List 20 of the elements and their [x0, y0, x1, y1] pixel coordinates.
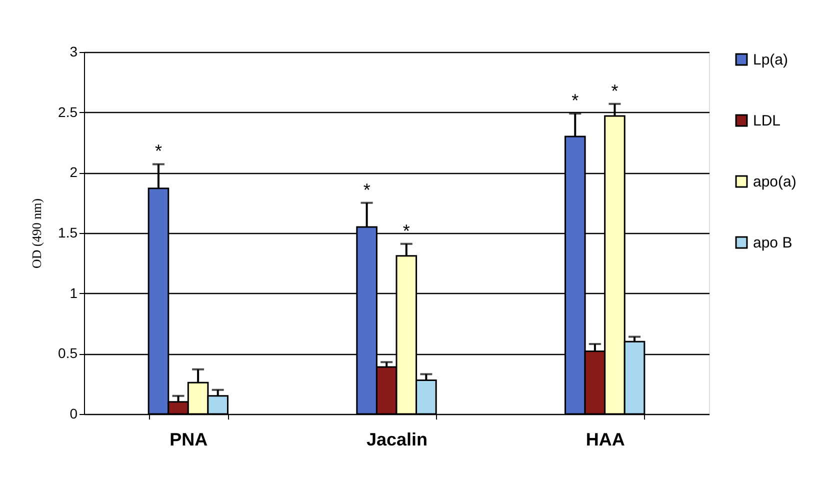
legend-label: apo B [753, 234, 792, 252]
data-label: * [363, 180, 370, 200]
x-tick-label: PNA [170, 430, 208, 450]
y-tick-label: 2.5 [58, 104, 78, 120]
data-label: * [154, 141, 162, 162]
legend-label: apo(a) [753, 174, 796, 190]
y-axis-title: OD (490 nm) [29, 198, 44, 269]
y-tick-label: 1 [70, 284, 78, 301]
y-tick-label: 0 [70, 406, 78, 422]
y-tick-label: 0.5 [58, 345, 78, 362]
y-tick-label: 1.5 [58, 224, 78, 240]
y-tick-label: 3 [70, 44, 78, 60]
data-label: * [611, 80, 618, 101]
x-tick-label: HAA [586, 430, 625, 450]
data-label: * [572, 90, 579, 111]
y-tick-label: 2 [70, 164, 78, 180]
x-tick-label: Jacalin [366, 430, 428, 450]
data-label: * [402, 220, 410, 241]
legend-label: Lp(a) [753, 52, 788, 68]
legend-label: LDL [753, 112, 781, 130]
